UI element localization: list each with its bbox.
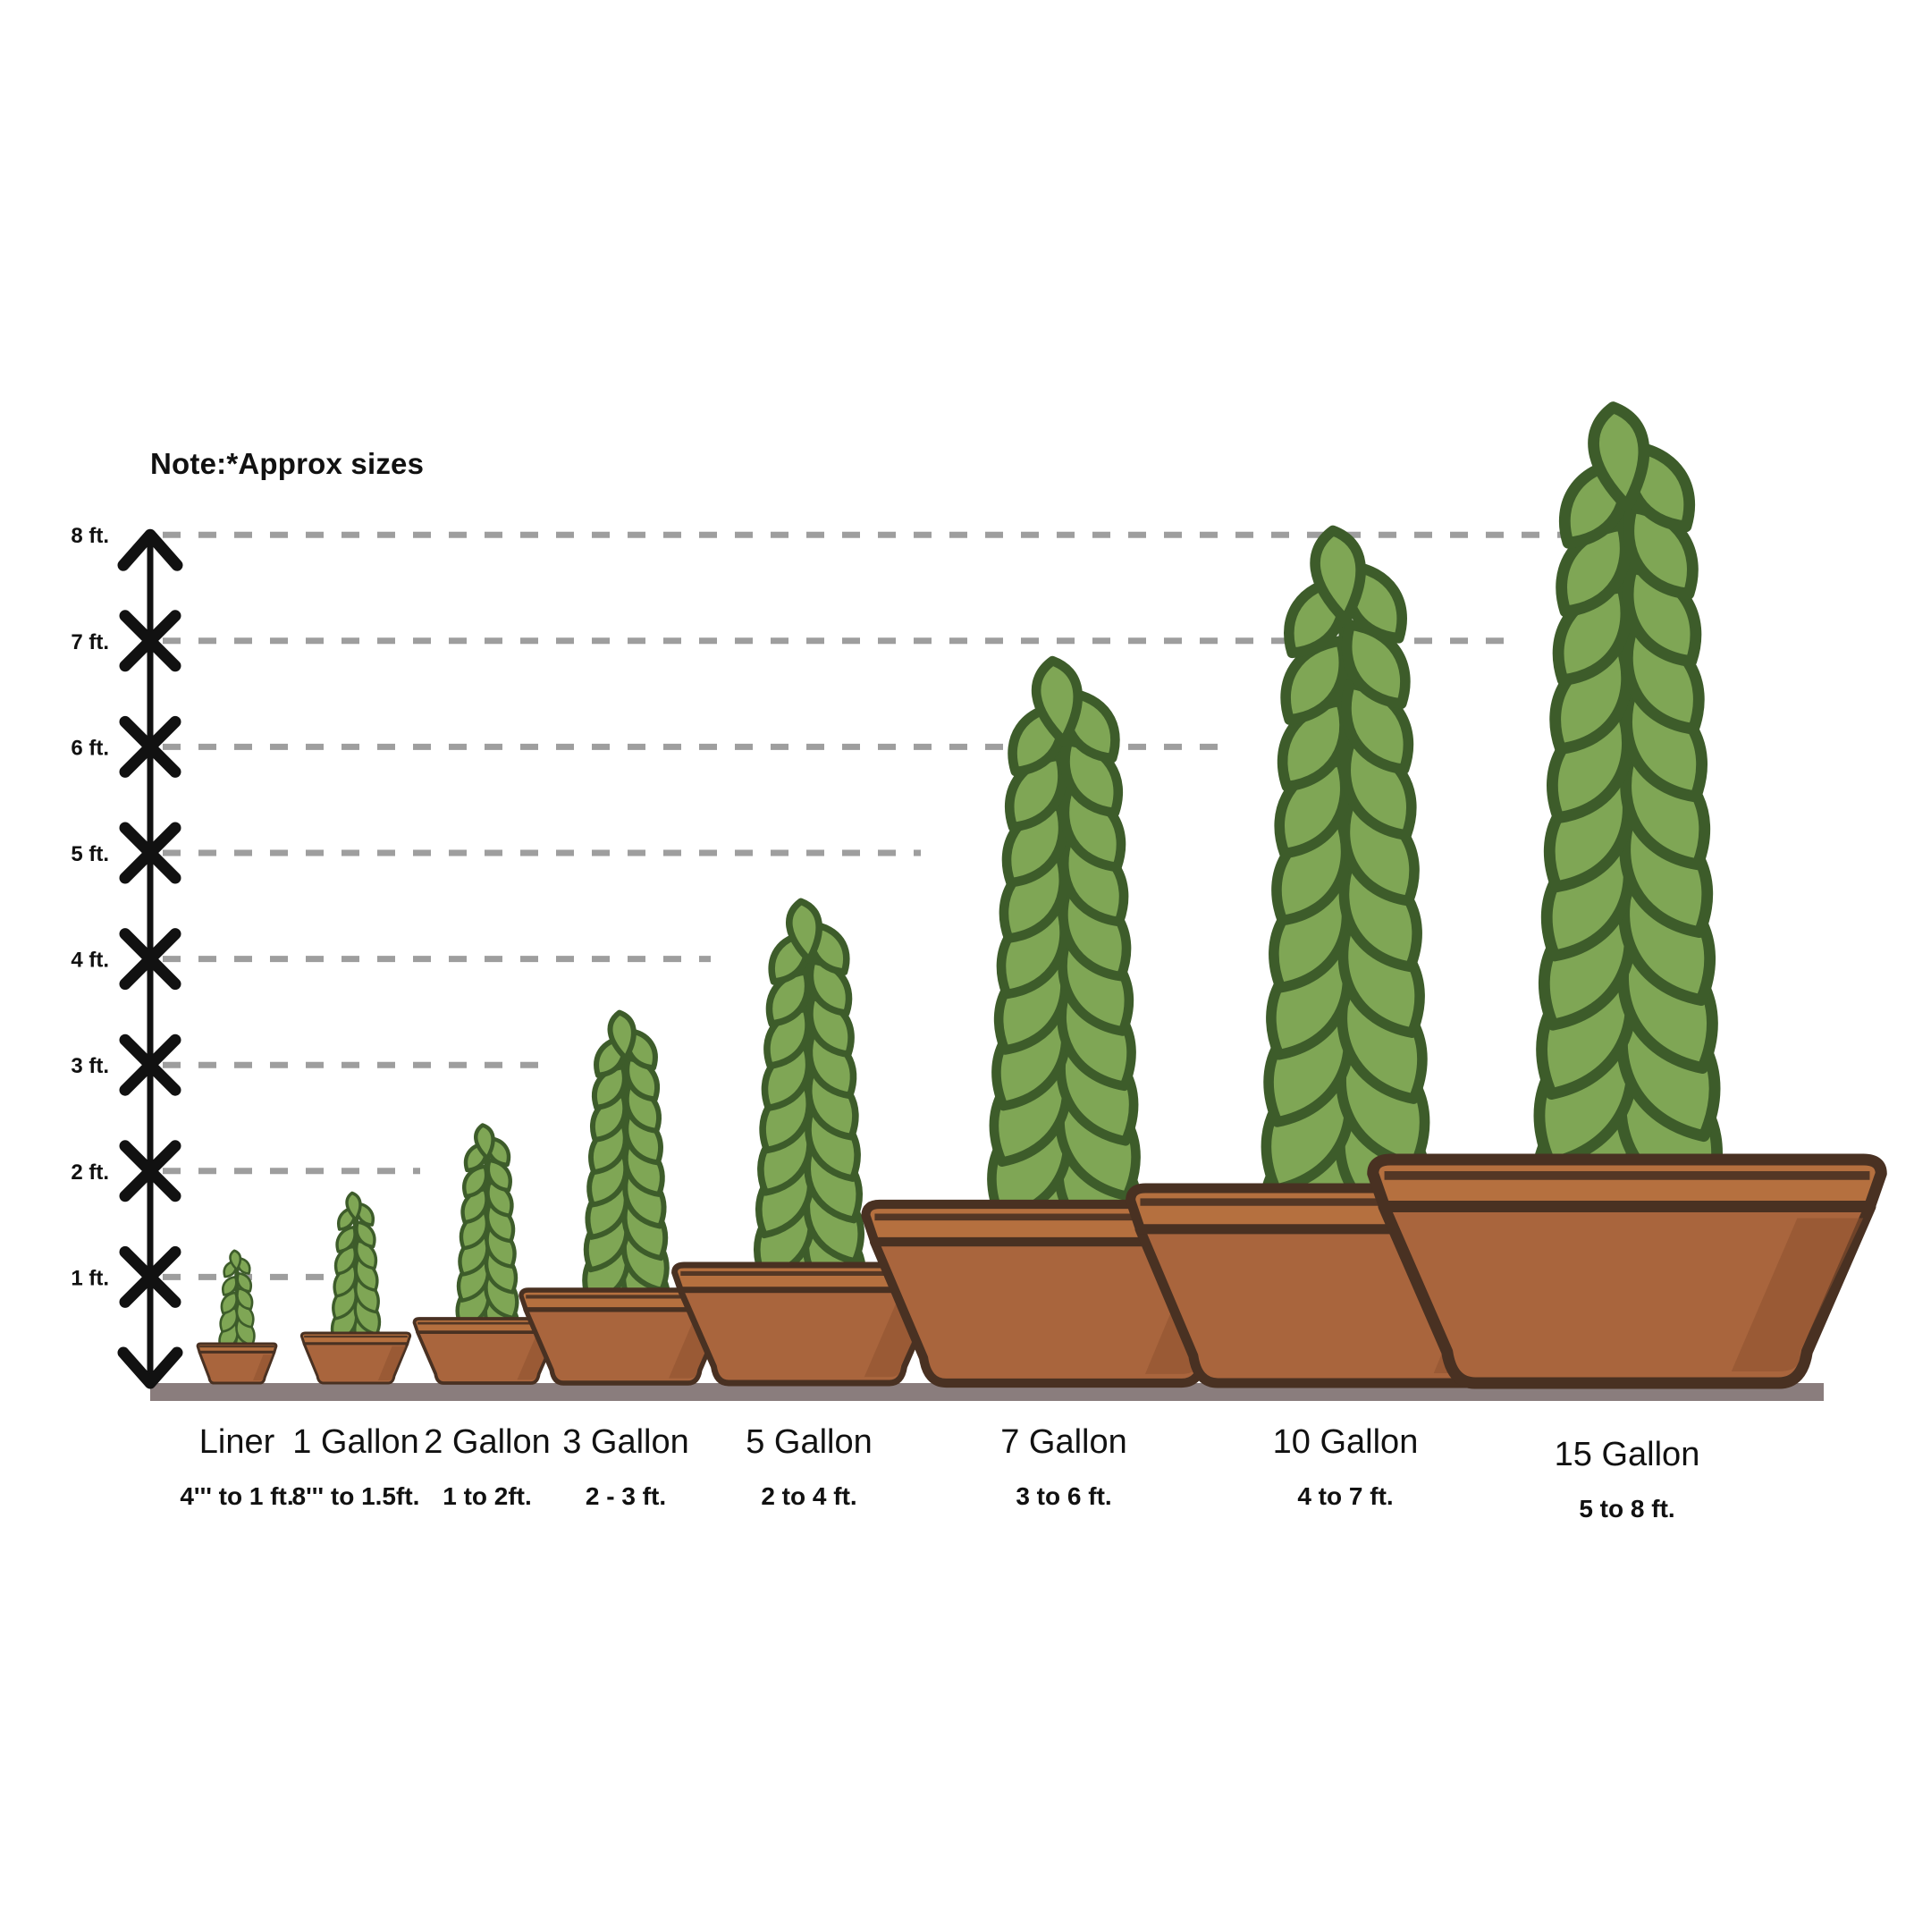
plants-group: [196, 401, 1887, 1389]
axis-arrow-bottom: [117, 1346, 183, 1389]
leaf-blade: [335, 1225, 357, 1253]
leaf-blade: [474, 1123, 495, 1160]
pot-body-shading: [253, 1354, 274, 1380]
container-group-15-gallon: [1367, 401, 1887, 1389]
axis-tick-label-6ft: 6 ft.: [71, 736, 109, 760]
plant-15-gallon: [1531, 401, 1723, 1238]
leaf-blade: [220, 1291, 238, 1315]
leaf-blade: [222, 1275, 238, 1296]
leaf: [222, 1275, 238, 1296]
category-range-1: 8''' to 1.5ft.: [292, 1482, 420, 1510]
axis-tick-label-3ft: 3 ft.: [71, 1054, 109, 1078]
leaf-blade: [355, 1220, 376, 1249]
axis-tick-label-1ft: 1 ft.: [71, 1266, 109, 1290]
pot-rim: [196, 1342, 278, 1354]
leaf: [220, 1291, 238, 1315]
tick-stroke-b: [119, 928, 181, 991]
pot-1-gallon: [299, 1331, 412, 1385]
leaf-terminal: [474, 1123, 495, 1160]
category-name-2: 2 Gallon: [424, 1423, 551, 1461]
axis-tick-label-7ft: 7 ft.: [71, 630, 109, 654]
leaf: [335, 1225, 357, 1253]
leaf: [236, 1271, 252, 1293]
category-range-7: 5 to 8 ft.: [1579, 1495, 1674, 1523]
category-name-7: 15 Gallon: [1555, 1436, 1700, 1473]
pot-body-shading: [1731, 1218, 1864, 1371]
axis-labels-group: 8 ft. 7 ft. 6 ft. 5 ft. 4 ft. 3 ft. 2 ft. 1 ft.: [71, 524, 109, 1290]
leaf-blade: [229, 1249, 242, 1271]
category-name-3: 3 Gallon: [562, 1423, 689, 1461]
container-group-1-gallon: [299, 1191, 412, 1385]
axis-tick-1ft: [119, 1245, 181, 1308]
plant-2-gallon: [454, 1123, 520, 1355]
pot-body-shading: [377, 1346, 407, 1380]
leaf-terminal: [345, 1191, 362, 1221]
leaf-blade: [1031, 655, 1083, 747]
category-name-0: Liner: [199, 1423, 275, 1461]
pot-15-gallon: [1367, 1153, 1887, 1389]
axis-tick-5ft: [119, 822, 181, 884]
tick-stroke-b: [119, 1033, 181, 1096]
tick-stroke-b: [119, 1245, 181, 1308]
category-range-4: 2 to 4 ft.: [761, 1482, 856, 1510]
category-range-5: 3 to 6 ft.: [1016, 1482, 1111, 1510]
leaf-blade: [1310, 525, 1366, 626]
category-name-1: 1 Gallon: [292, 1423, 419, 1461]
axis-tick-4ft: [119, 928, 181, 991]
axis-tick-label-4ft: 4 ft.: [71, 949, 109, 973]
pot-rim: [299, 1331, 412, 1346]
category-range-6: 4 to 7 ft.: [1297, 1482, 1393, 1510]
leaf-blade: [345, 1191, 362, 1221]
tick-stroke-b: [119, 610, 181, 672]
category-name-5: 7 Gallon: [1000, 1423, 1127, 1461]
tick-stroke-b: [119, 715, 181, 778]
axis-arrow-top: [117, 528, 183, 571]
container-group-liner: [196, 1249, 278, 1385]
pot-liner: [196, 1342, 278, 1385]
leaf-blade: [1588, 401, 1650, 512]
leaf-blade: [236, 1271, 252, 1293]
pot-rim: [1367, 1153, 1887, 1213]
leaf-terminal: [1310, 525, 1366, 626]
category-name-6: 10 Gallon: [1273, 1423, 1419, 1461]
axis-tick-3ft: [119, 1033, 181, 1096]
leaf-terminal: [1588, 401, 1650, 512]
category-name-4: 5 Gallon: [746, 1423, 873, 1461]
category-range-2: 1 to 2ft.: [443, 1482, 532, 1510]
axis-group: [117, 528, 183, 1389]
note-label: Note:*Approx sizes: [150, 447, 425, 480]
leaf-terminal: [1031, 655, 1083, 747]
axis-tick-2ft: [119, 1140, 181, 1202]
leaf-blade: [786, 898, 822, 964]
leaf-terminal: [229, 1249, 242, 1271]
axis-tick-6ft: [119, 715, 181, 778]
leaf-blade: [607, 1009, 637, 1061]
category-labels-group: Liner 4''' to 1 ft. 1 Gallon 8''' to 1.5ft.…: [180, 1423, 1699, 1523]
axis-tick-label-2ft: 2 ft.: [71, 1160, 109, 1185]
tick-stroke-b: [119, 1140, 181, 1202]
axis-tick-label-8ft: 8 ft.: [71, 524, 109, 548]
leaf-terminal: [607, 1009, 637, 1061]
container-group-5-gallon: [671, 898, 947, 1387]
tick-stroke-b: [119, 822, 181, 884]
leaf-terminal: [786, 898, 822, 964]
axis-tick-7ft: [119, 610, 181, 672]
category-range-3: 2 - 3 ft.: [586, 1482, 666, 1510]
category-range-0: 4''' to 1 ft.: [180, 1482, 293, 1510]
leaf: [355, 1220, 376, 1249]
axis-tick-label-5ft: 5 ft.: [71, 842, 109, 866]
